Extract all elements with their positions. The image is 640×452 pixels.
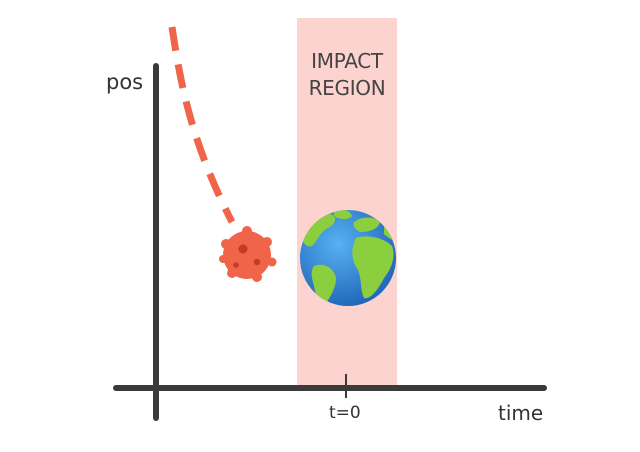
- y-axis-label: pos: [106, 70, 144, 94]
- asteroid-trajectory: [168, 26, 236, 224]
- impact-region-title-line1: IMPACT: [311, 49, 383, 73]
- asteroid-icon: [219, 226, 277, 282]
- impact-region-band: [297, 18, 397, 390]
- impact-region-title-line2: REGION: [308, 76, 386, 100]
- x-axis-label: time: [498, 401, 544, 425]
- earth-globe-icon: [300, 210, 396, 306]
- t0-label: t=0: [329, 403, 361, 423]
